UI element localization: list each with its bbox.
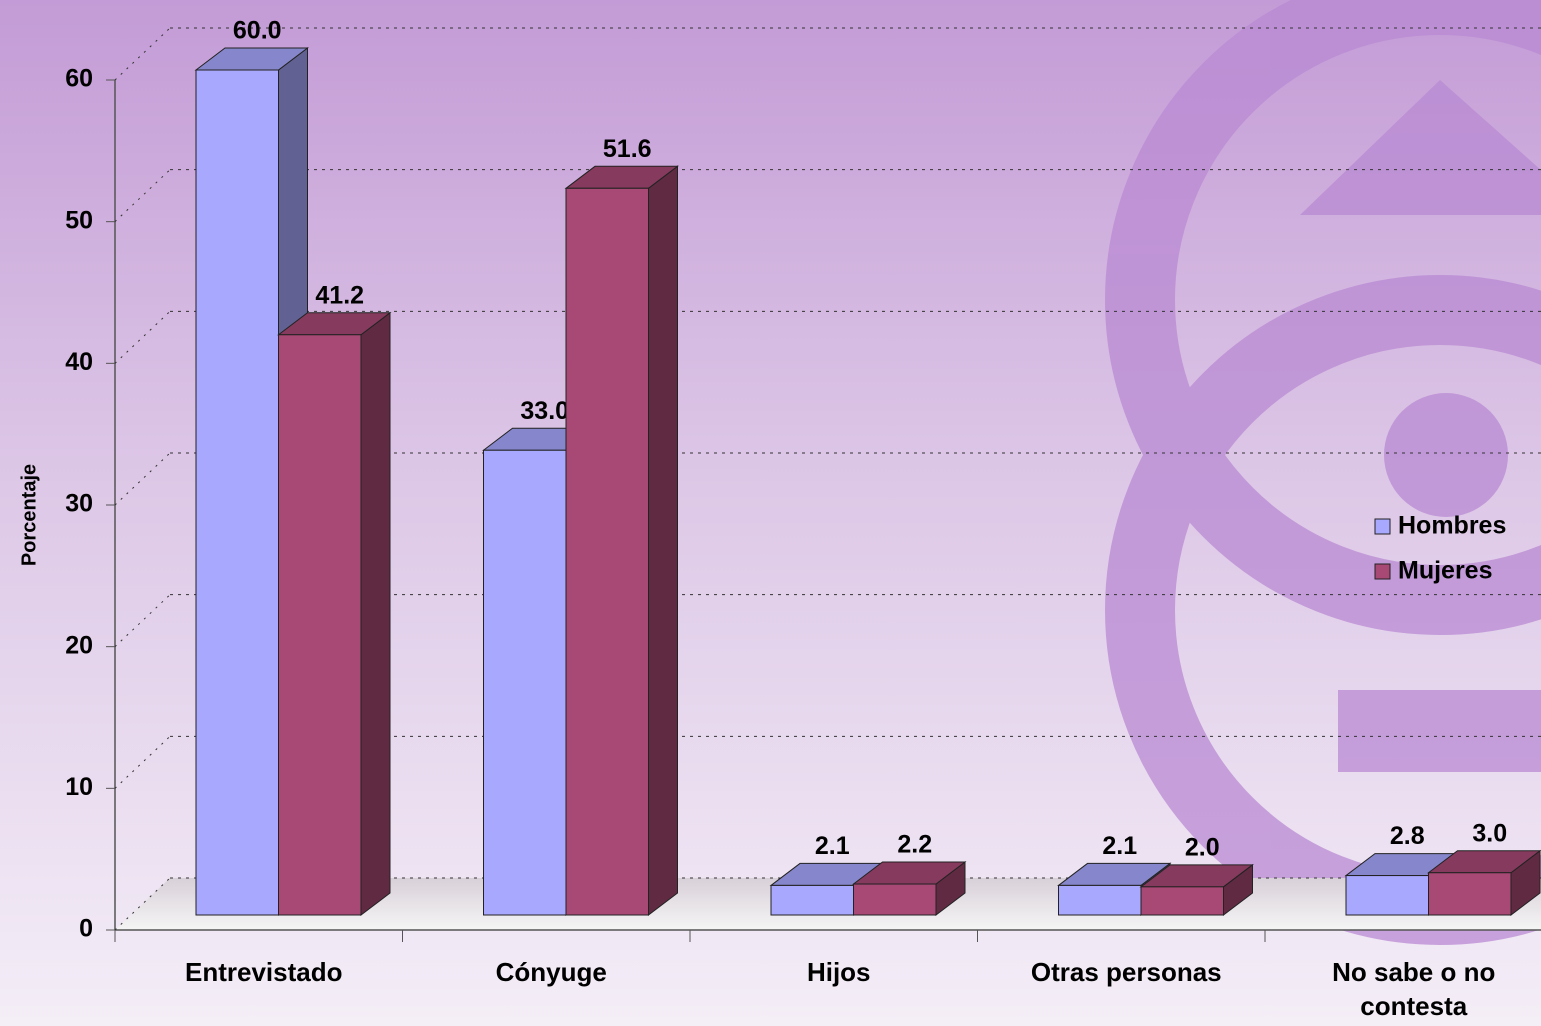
y-tick-label: 20 bbox=[65, 631, 93, 659]
bar-front bbox=[1345, 875, 1429, 916]
grid-line bbox=[114, 594, 171, 648]
legend-swatch bbox=[1374, 563, 1391, 580]
bar-front bbox=[565, 187, 649, 916]
y-tick-label: 60 bbox=[65, 65, 93, 93]
bar-side bbox=[360, 311, 391, 917]
watermark bbox=[1105, 0, 1541, 945]
bar-front bbox=[1058, 884, 1142, 916]
x-tick-label: Otras personas bbox=[1030, 957, 1222, 987]
x-tick-label: Hijos bbox=[806, 957, 871, 987]
bar-front bbox=[195, 69, 279, 916]
y-tick-label: 0 bbox=[79, 915, 93, 943]
grid-line bbox=[114, 27, 171, 81]
data-label: 33.0 bbox=[520, 397, 569, 425]
bar-front bbox=[278, 334, 362, 916]
bar-front bbox=[483, 449, 567, 916]
data-label: 2.8 bbox=[1390, 822, 1425, 850]
bar-front bbox=[1140, 886, 1224, 916]
y-axis-label: Porcentaje bbox=[18, 464, 40, 566]
y-tick-label: 10 bbox=[65, 773, 93, 801]
data-label: 60.0 bbox=[233, 17, 282, 45]
grid-line bbox=[114, 735, 171, 789]
data-label: 2.1 bbox=[815, 832, 850, 860]
data-label: 2.0 bbox=[1185, 833, 1220, 861]
bar bbox=[277, 311, 392, 917]
bar-front bbox=[1428, 872, 1512, 916]
bar-front bbox=[853, 883, 937, 916]
grid-line bbox=[114, 310, 171, 364]
bar bbox=[564, 165, 679, 917]
x-tick-label: Cónyuge bbox=[495, 957, 607, 987]
bar bbox=[1427, 849, 1541, 917]
legend-label: Hombres bbox=[1398, 512, 1506, 540]
data-label: 3.0 bbox=[1472, 819, 1507, 847]
y-tick-label: 50 bbox=[65, 206, 93, 234]
y-tick-label: 30 bbox=[65, 490, 93, 518]
bar-side bbox=[648, 165, 678, 917]
data-label: 2.2 bbox=[897, 831, 932, 859]
data-label: 41.2 bbox=[315, 281, 364, 309]
bar-front bbox=[770, 884, 854, 916]
bar bbox=[1139, 863, 1254, 917]
data-label: 2.1 bbox=[1102, 832, 1137, 860]
x-tick-label: No sabe o no contesta bbox=[1332, 957, 1496, 1021]
data-label: 51.6 bbox=[603, 135, 652, 163]
grid-line bbox=[114, 169, 171, 223]
bar bbox=[852, 861, 967, 917]
y-tick-label: 40 bbox=[65, 348, 93, 376]
legend-label: Mujeres bbox=[1398, 557, 1492, 585]
grid-line bbox=[114, 452, 171, 506]
x-tick-label: Entrevistado bbox=[185, 957, 343, 987]
legend-swatch bbox=[1374, 518, 1391, 535]
